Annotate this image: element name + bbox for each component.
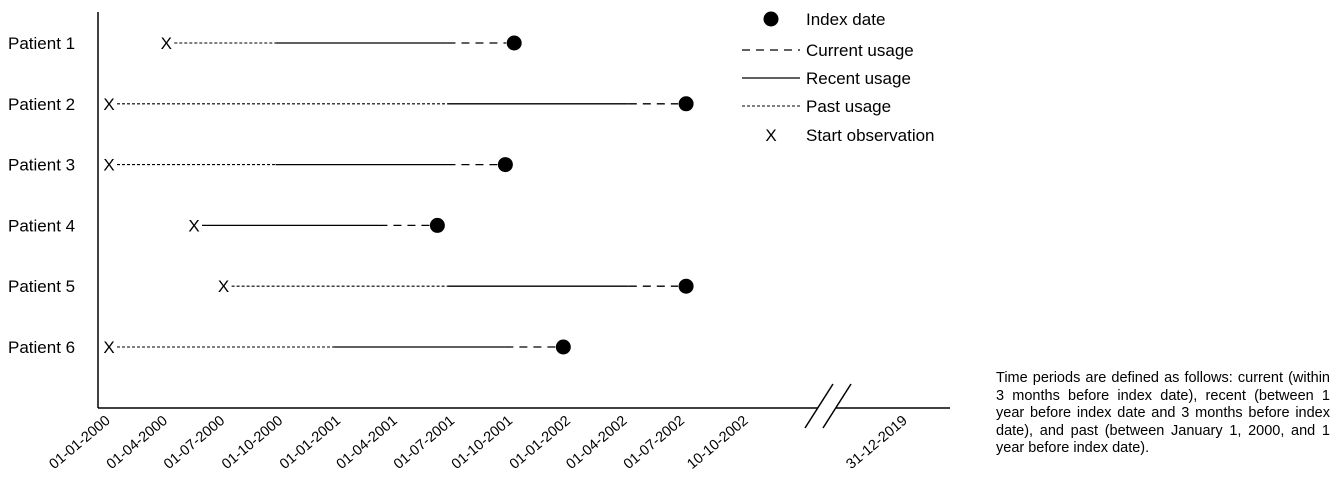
x-tick-label: 01-01-2001 [277, 413, 344, 473]
x-tick-label: 01-07-2000 [161, 413, 228, 473]
start-observation-marker: X [218, 277, 229, 296]
patient-label: Patient 4 [8, 216, 75, 235]
legend-start-label: Start observation [806, 126, 935, 145]
x-tick-label: 01-04-2002 [563, 413, 630, 473]
patient-label: Patient 2 [8, 95, 75, 114]
x-tick-label: 01-10-2000 [219, 413, 286, 473]
start-observation-marker: X [103, 156, 114, 175]
patient-row: Patient 4 X [8, 216, 445, 235]
start-observation-marker: X [103, 338, 114, 357]
x-tick-label: 10-10-2002 [684, 413, 751, 473]
patient-label: Patient 1 [8, 34, 75, 53]
patient-row: Patient 1 X [8, 34, 522, 53]
x-tick-label: 01-10-2001 [449, 413, 516, 473]
patient-row: Patient 3 X [8, 156, 513, 175]
legend-past-label: Past usage [806, 97, 891, 116]
legend-current-label: Current usage [806, 41, 914, 60]
patient-row: Patient 2 X [8, 95, 694, 114]
x-tick-label: 01-01-2000 [46, 413, 113, 473]
x-tick-label: 01-07-2001 [391, 413, 458, 473]
index-date-marker [678, 278, 694, 294]
index-date-marker [506, 35, 522, 51]
x-tick-label: 31-12-2019 [843, 413, 910, 473]
legend-start-symbol: X [765, 126, 776, 145]
legend-recent-label: Recent usage [806, 69, 911, 88]
patient-rows: Patient 1 X Patient 2 X Patient 3 X Patient 4 X… [8, 34, 694, 357]
legend: Index date Current usage Recent usage Pa… [742, 10, 935, 145]
patient-label: Patient 5 [8, 277, 75, 296]
axis-break-mark [804, 383, 834, 429]
patient-row: Patient 5 X [8, 277, 694, 296]
index-date-marker [429, 217, 445, 233]
patient-row: Patient 6 X [8, 338, 571, 357]
patient-label: Patient 3 [8, 156, 75, 175]
legend-index-label: Index date [806, 10, 885, 29]
x-tick-labels: 01-01-200001-04-200001-07-200001-10-2000… [46, 413, 910, 473]
x-tick-label: 01-04-2001 [334, 413, 401, 473]
x-tick-label: 01-04-2000 [104, 413, 171, 473]
x-tick-label: 01-01-2002 [507, 413, 574, 473]
index-date-marker [497, 157, 513, 173]
start-observation-marker: X [103, 95, 114, 114]
time-period-note: Time periods are defined as follows: cur… [996, 370, 1330, 456]
patient-label: Patient 6 [8, 338, 75, 357]
x-tick-label: 01-07-2002 [621, 413, 688, 473]
axis-break-mark [822, 383, 852, 429]
index-date-marker [555, 339, 571, 355]
start-observation-marker: X [188, 216, 199, 235]
start-observation-marker: X [161, 34, 172, 53]
legend-index-marker [763, 11, 779, 27]
index-date-marker [678, 96, 694, 112]
